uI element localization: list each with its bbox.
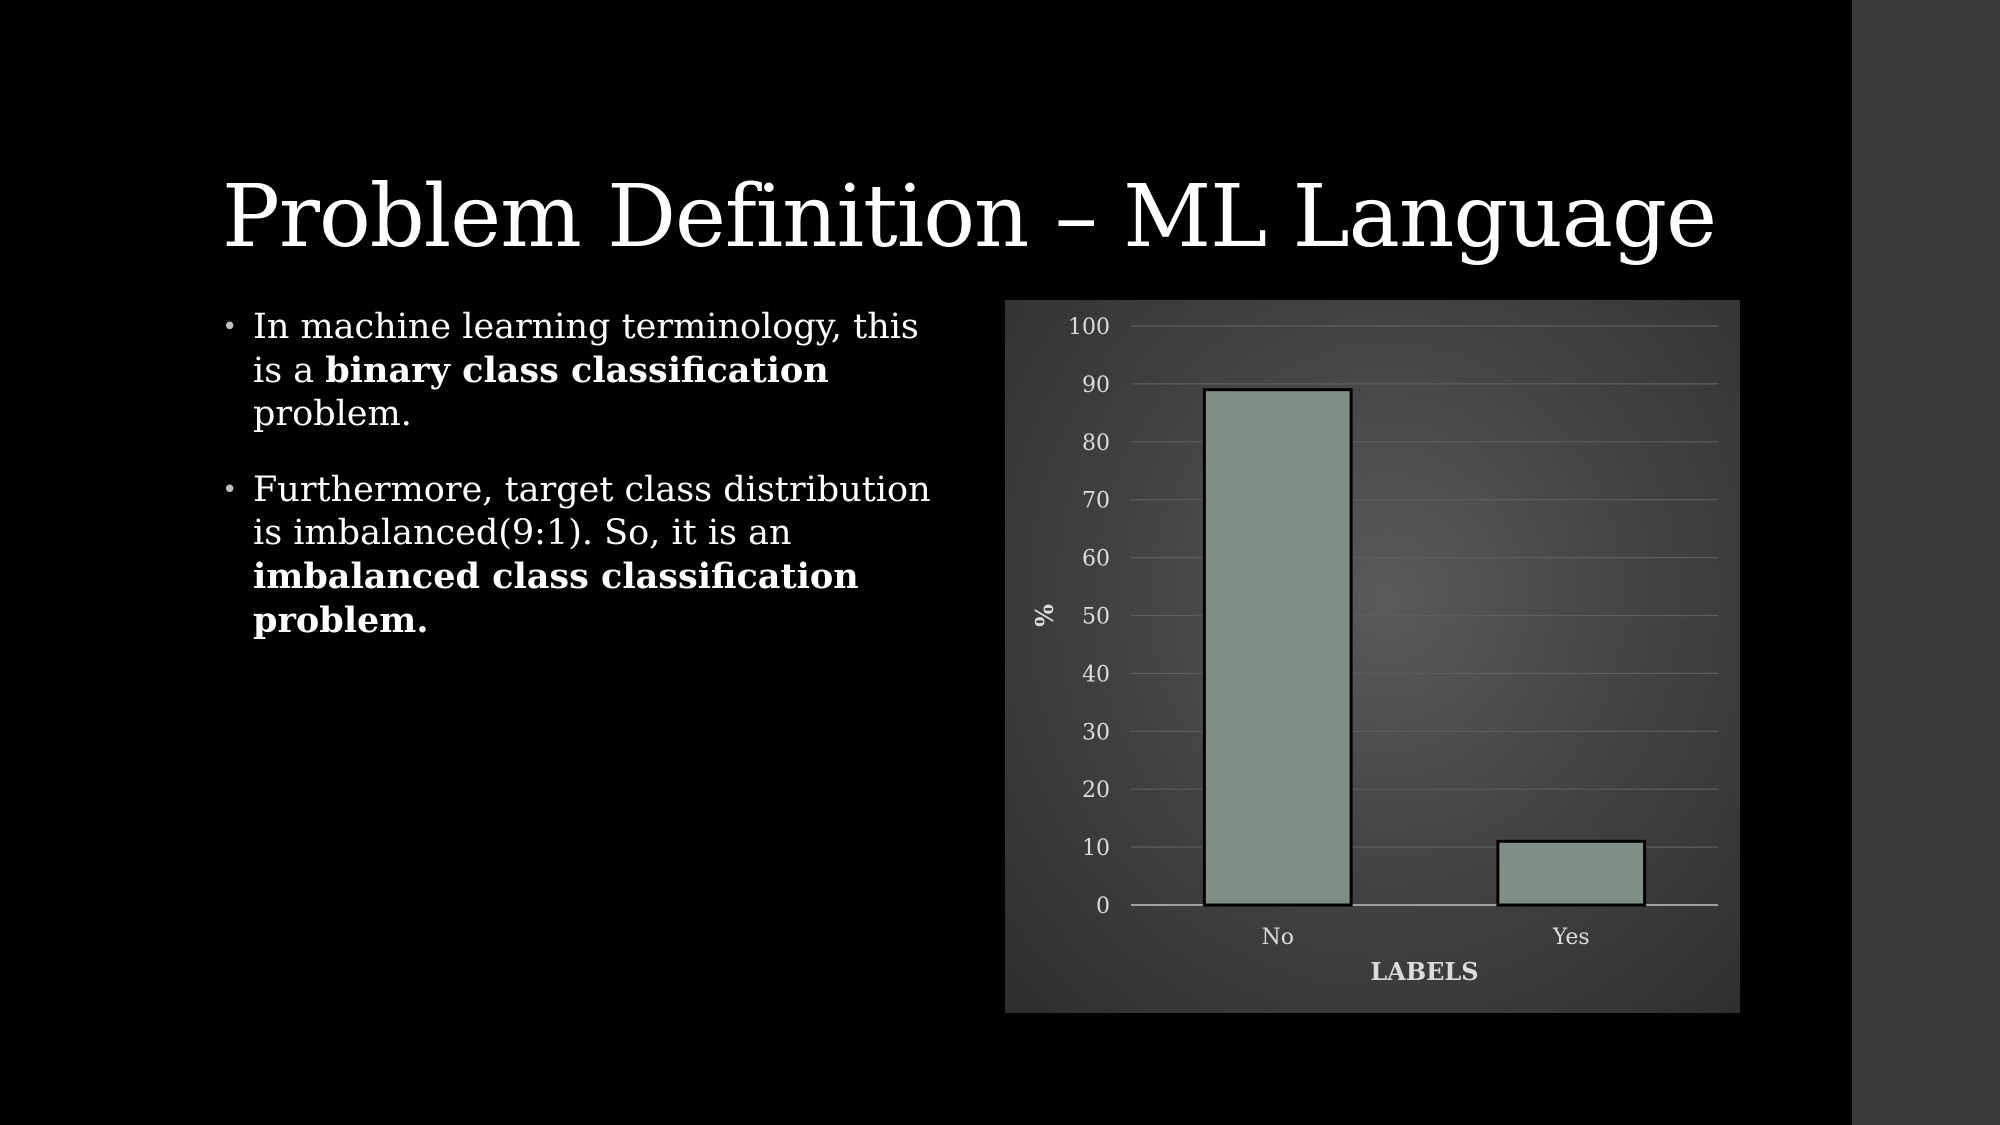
- bar-yes: [1496, 839, 1647, 907]
- bar-no: [1202, 388, 1353, 907]
- bullet-text-bold: imbalanced class classification problem.: [253, 556, 859, 641]
- bars: [1202, 388, 1647, 907]
- y-tick-label: 10: [1082, 836, 1110, 861]
- x-axis-title: LABELS: [1370, 957, 1478, 986]
- bullet-text: problem.: [253, 394, 412, 434]
- x-tick-labels: No Yes: [1262, 925, 1590, 950]
- side-panel: [1852, 0, 2000, 1125]
- bullet-text-bold: binary class classification: [325, 350, 829, 391]
- y-tick-label: 90: [1082, 373, 1110, 398]
- y-tick-label: 60: [1082, 547, 1110, 572]
- bar-chart: 0 10 20 30 40 50 60 70 80 90 100 No Yes % LABELS: [1030, 315, 1718, 986]
- bullet-dot-icon: •: [222, 475, 238, 505]
- y-tick-label: 80: [1082, 431, 1110, 456]
- y-tick-label: 100: [1068, 315, 1110, 340]
- bullet-text: In machine learning terminology, this is…: [253, 307, 919, 391]
- chart-area: 0 10 20 30 40 50 60 70 80 90 100 No Yes % LABELS: [1005, 300, 1740, 1013]
- y-tick-label: 40: [1082, 662, 1110, 687]
- bullet-text: Furthermore, target class distribution i…: [253, 470, 931, 553]
- bullet-list: • In machine learning terminology, this …: [222, 306, 942, 676]
- bullet-item: • Furthermore, target class distribution…: [222, 469, 942, 643]
- y-axis-title: %: [1030, 604, 1059, 627]
- y-tick-label: 50: [1082, 605, 1110, 630]
- slide-title: Problem Definition – ML Language: [222, 167, 1717, 267]
- y-tick-label: 0: [1096, 894, 1110, 919]
- x-tick-label: No: [1262, 925, 1295, 950]
- y-tick-label: 70: [1082, 489, 1110, 514]
- slide: Problem Definition – ML Language • In ma…: [0, 0, 1852, 1125]
- y-tick-labels: 0 10 20 30 40 50 60 70 80 90 100: [1068, 315, 1110, 919]
- bullet-dot-icon: •: [222, 312, 238, 342]
- y-tick-label: 20: [1082, 778, 1110, 803]
- x-tick-label: Yes: [1552, 925, 1590, 950]
- bullet-item: • In machine learning terminology, this …: [222, 306, 942, 436]
- y-tick-label: 30: [1082, 720, 1110, 745]
